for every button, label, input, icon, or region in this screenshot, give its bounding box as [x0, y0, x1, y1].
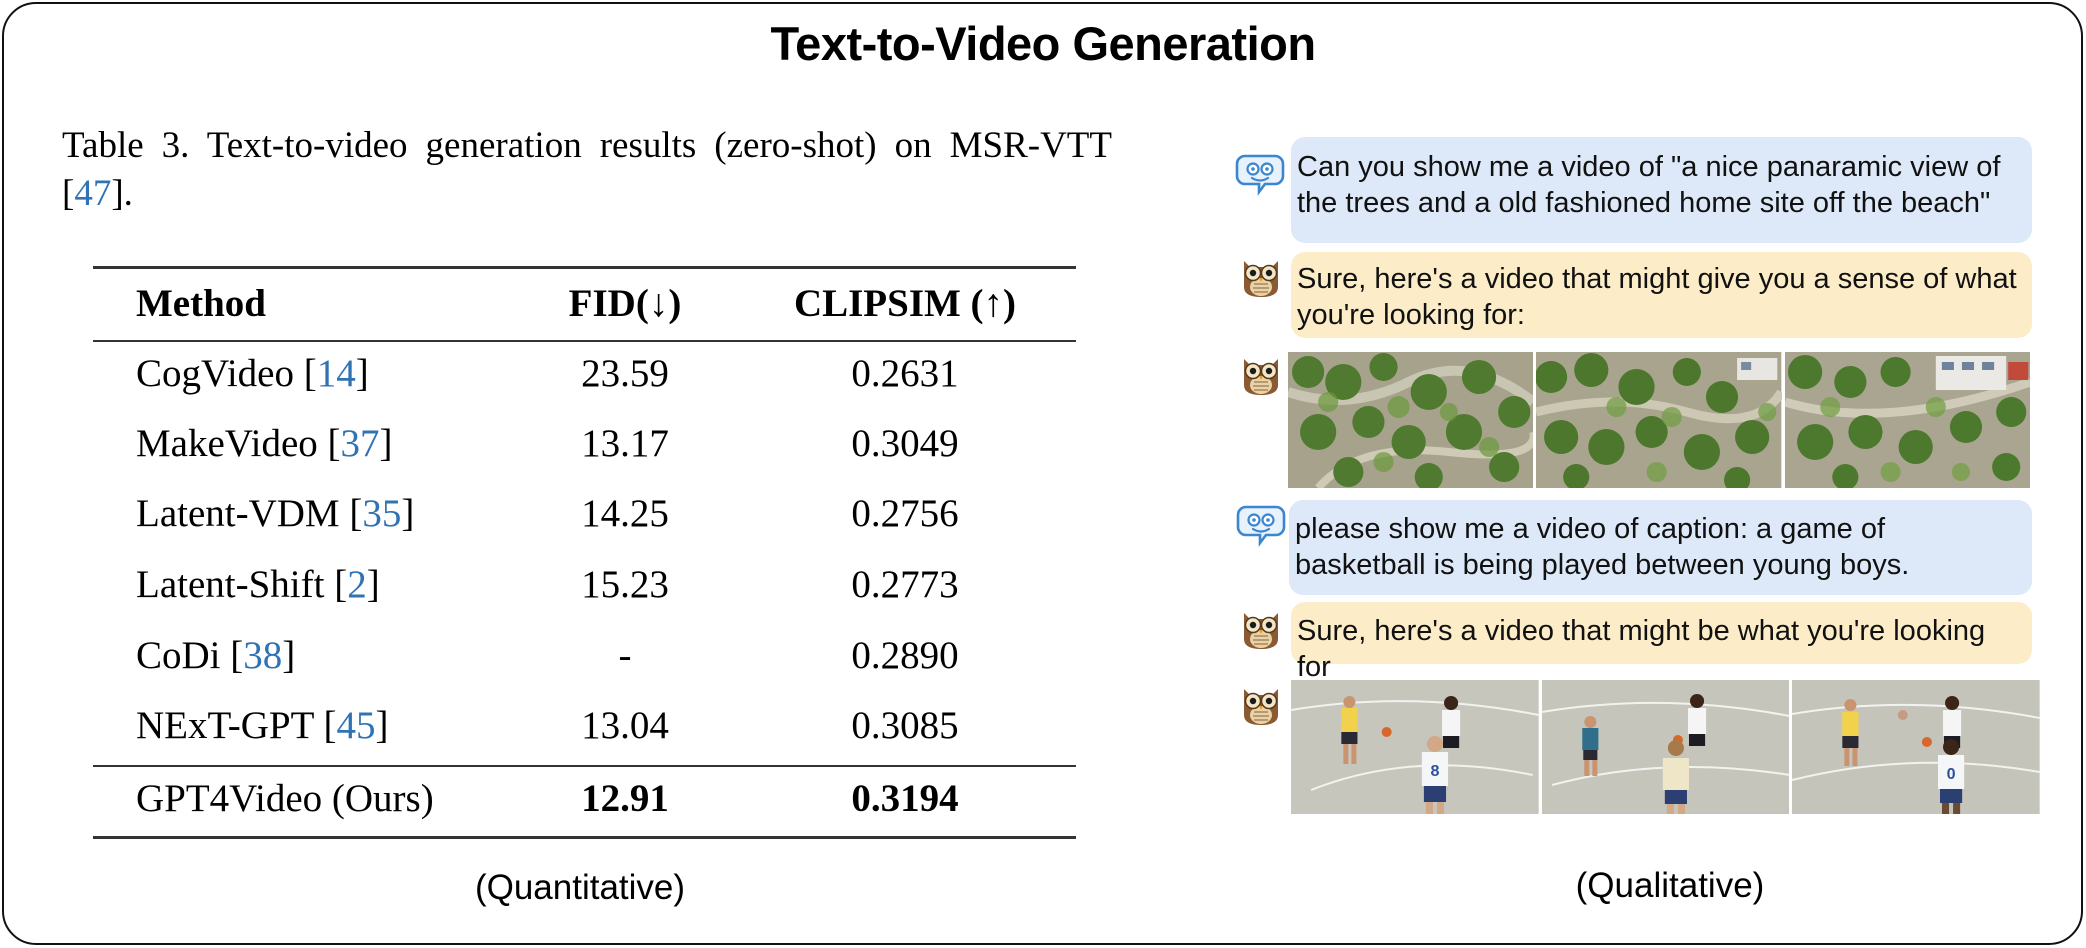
video-result-trees[interactable] [1288, 352, 2030, 488]
row-clipsim: 0.2756 [851, 492, 959, 535]
row-method: GPT4Video (Ours) [136, 777, 434, 820]
owl-icon [1236, 251, 1286, 301]
user-message-2: please show me a video of caption: a gam… [1289, 500, 2032, 595]
user-message-1: Can you show me a video of "a nice panar… [1291, 137, 2032, 243]
caption-text: Table 3. Text-to-video generation result… [62, 125, 1112, 214]
row-method: CogVideo [14] [136, 352, 369, 395]
row-clipsim: 0.2773 [851, 563, 959, 606]
table-caption: Table 3. Text-to-video generation result… [62, 122, 1112, 218]
row-method: NExT-GPT [45] [136, 704, 389, 747]
video-frame [1288, 352, 1534, 488]
video-result-basketball[interactable]: 8 0 [1291, 680, 2041, 814]
row-clipsim: 0.2890 [851, 634, 959, 677]
table-header-rule [93, 340, 1076, 342]
assistant-message-2: Sure, here's a video that might be what … [1291, 602, 2032, 683]
row-clipsim: 0.3194 [851, 777, 959, 820]
video-frame [1536, 352, 1782, 488]
figure-title: Text-to-Video Generation [770, 17, 1316, 70]
citation-link[interactable]: 37 [340, 422, 380, 465]
citation-link[interactable]: 38 [243, 634, 283, 677]
row-clipsim: 0.2631 [851, 352, 959, 395]
citation-link[interactable]: 14 [316, 352, 356, 395]
citation-link[interactable]: 2 [347, 563, 367, 606]
owl-icon [1236, 349, 1286, 399]
row-fid: - [618, 634, 632, 677]
citation-link[interactable]: 35 [362, 492, 402, 535]
video-frame: 8 [1291, 680, 1539, 814]
row-fid: 14.25 [581, 492, 669, 535]
row-fid: 13.04 [581, 704, 669, 747]
qualitative-label: (Qualitative) [1575, 866, 1765, 905]
owl-icon [1236, 603, 1286, 653]
video-frame [1541, 680, 1790, 814]
video-frame [1784, 352, 2030, 488]
row-fid: 12.91 [581, 777, 669, 820]
row-method: Latent-Shift [2] [136, 563, 380, 606]
header-fid: FID(↓) [568, 282, 682, 325]
header-clipsim: CLIPSIM (↑) [793, 282, 1017, 325]
table-bottom-rule [93, 836, 1076, 839]
row-clipsim: 0.3085 [851, 704, 959, 747]
row-clipsim: 0.3049 [851, 422, 959, 465]
quantitative-label: (Quantitative) [474, 868, 686, 907]
player [1341, 696, 1358, 764]
caption-ref[interactable]: 47 [74, 173, 112, 214]
row-method: CoDi [38] [136, 634, 296, 677]
table-top-rule [93, 266, 1076, 269]
header-method: Method [136, 282, 266, 325]
row-fid: 15.23 [581, 563, 669, 606]
table-mid-rule [93, 765, 1076, 767]
assistant-message-1: Sure, here's a video that might give you… [1291, 252, 2032, 338]
caption-end: ]. [111, 173, 133, 214]
row-method: MakeVideo [37] [136, 422, 393, 465]
video-frame: 0 [1792, 680, 2041, 814]
user-robot-icon [1236, 499, 1286, 549]
svg-text:8: 8 [1430, 762, 1439, 780]
row-fid: 13.17 [581, 422, 669, 465]
citation-link[interactable]: 45 [336, 704, 376, 747]
row-method: Latent-VDM [35] [136, 492, 415, 535]
svg-text:0: 0 [1947, 765, 1956, 783]
user-robot-icon [1235, 148, 1285, 198]
row-fid: 23.59 [581, 352, 669, 395]
owl-icon [1236, 679, 1286, 729]
